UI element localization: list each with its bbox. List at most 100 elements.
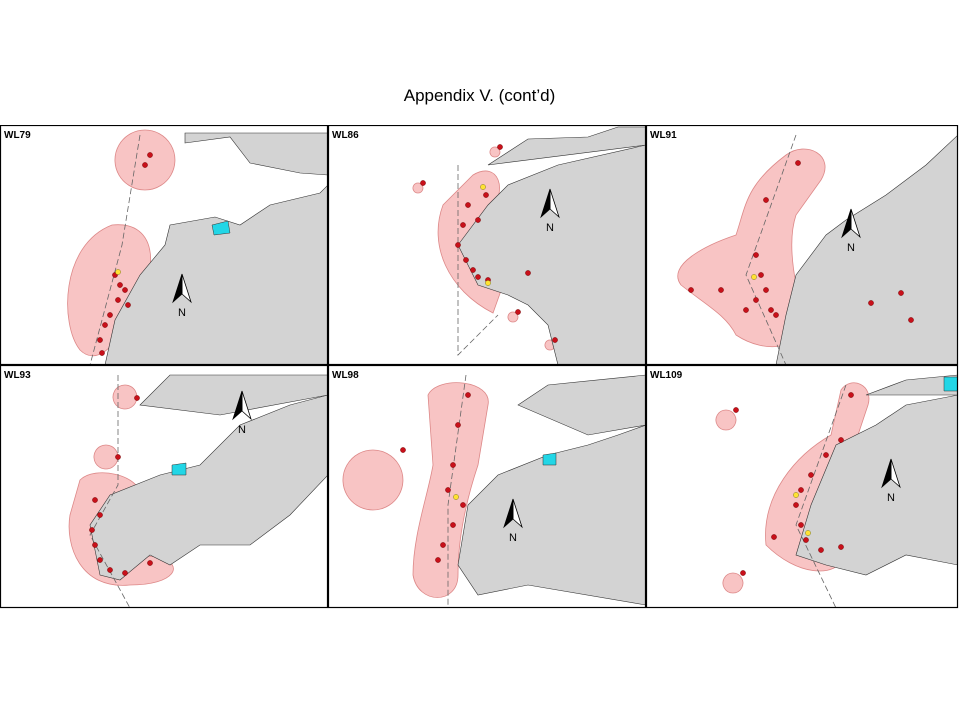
site-dot-yellow [115,269,121,275]
site-dot [122,570,128,576]
north-label: N [238,424,246,436]
buffer-zone [112,384,138,410]
site-dot [898,290,904,296]
site-dot [688,287,694,293]
site-dot [771,534,777,540]
map-panel: N WL93 [0,364,329,609]
site-dot-yellow [485,280,491,286]
north-label: N [887,492,895,504]
site-dot [450,522,456,528]
site-dot [455,242,461,248]
site-dot-yellow [805,530,811,536]
site-dot [773,312,779,318]
site-dot [798,522,804,528]
site-dot [445,487,451,493]
north-label: N [847,242,855,254]
site-dot [763,197,769,203]
buffer-zone [114,129,176,191]
map-panel: N WL98 [327,364,647,609]
map-content: N [67,129,328,365]
north-arrow-left [881,458,892,489]
buffer-zone [342,449,404,511]
site-dot [718,287,724,293]
site-dot [475,274,481,280]
panel-label: WL98 [332,370,359,381]
site-dot [147,560,153,566]
site-dot [125,302,131,308]
land [457,144,646,365]
map-content: N [342,374,646,608]
site-dot [525,270,531,276]
site-dot-yellow [751,274,757,280]
land [487,126,646,166]
panel-border [0,125,329,366]
buffer-zone [67,224,151,357]
site-dot [107,312,113,318]
site-dot [435,557,441,563]
site-dot [798,487,804,493]
site-dot [808,472,814,478]
site-dot [450,462,456,468]
water-feature [542,452,557,466]
panel-label: WL79 [4,130,31,141]
panel-label: WL93 [4,370,31,381]
panel-label: WL91 [650,130,677,141]
site-dot [552,337,558,343]
north-arrow-left [232,390,243,421]
map-content: N [715,374,958,608]
panel-border [327,125,647,366]
map-panel: N WL109 [645,364,959,609]
site-dot [803,537,809,543]
panel-border [645,125,959,366]
site-dot [400,447,406,453]
water-feature [943,376,958,392]
north-arrow-left [841,208,852,239]
site-dot [465,392,471,398]
site-dot [99,350,105,356]
map-content: N [412,126,646,365]
site-dot [823,452,829,458]
site-dot [92,542,98,548]
site-dot [753,297,759,303]
site-dot [463,257,469,263]
site-dot [102,322,108,328]
site-dot [848,392,854,398]
site-dot-yellow [793,492,799,498]
land [517,374,646,436]
map-panel: N WL79 [0,125,329,366]
site-dot [134,395,140,401]
site-dot [92,497,98,503]
site-dot [753,252,759,258]
panel-border [327,364,647,609]
site-dot [115,297,121,303]
map-content: N [68,374,328,608]
site-dot [440,542,446,548]
site-dot [515,309,521,315]
site-dot [420,180,426,186]
site-dot [460,502,466,508]
boundary-line [795,384,847,608]
buffer-zone [722,572,744,594]
boundary-line [447,374,467,608]
boundary-line [457,165,499,356]
site-dot [763,287,769,293]
site-dot [475,217,481,223]
site-dot [97,557,103,563]
land [795,394,958,576]
site-dot-yellow [480,184,486,190]
map-panel: N WL91 [645,125,959,366]
buffer-zone [93,444,119,470]
water-feature [171,462,187,476]
site-dot [758,272,764,278]
page-title: Appendix V. (cont’d) [403,86,556,105]
north-label: N [178,307,186,319]
map-panel: N WL86 [327,125,647,366]
site-dot [142,162,148,168]
site-dot [795,160,801,166]
site-dot [455,422,461,428]
site-dot [838,544,844,550]
site-dot [107,567,113,573]
water-feature [211,220,231,236]
site-dot [868,300,874,306]
